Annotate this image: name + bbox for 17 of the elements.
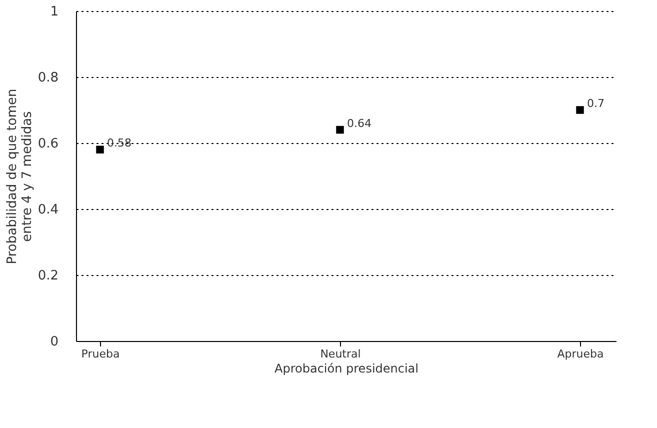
y-tick-label: 0.2 — [38, 268, 58, 284]
x-tick-label: Prueba — [81, 348, 120, 360]
y-tick-label: 1 — [50, 4, 58, 20]
x-tick-label: Aprueba — [557, 348, 604, 360]
point — [96, 146, 104, 154]
data-label: 0.58 — [107, 136, 132, 150]
y-tick-label: 0.4 — [38, 202, 58, 218]
x-tick-label: Neutral — [320, 348, 361, 360]
x-axis-title: Aprobación presidencial — [274, 362, 418, 376]
y-axis-title: Probabilidad de que tomen entre 4 y 7 medidas — [4, 88, 35, 264]
data-label: 0.64 — [347, 116, 372, 130]
y-tick-label: 0 — [50, 334, 58, 350]
y-tick-label: 0.8 — [38, 70, 58, 86]
point — [336, 126, 344, 134]
y-tick-label: 0.6 — [38, 136, 58, 152]
data-label: 0.7 — [587, 97, 604, 110]
point — [576, 106, 584, 114]
